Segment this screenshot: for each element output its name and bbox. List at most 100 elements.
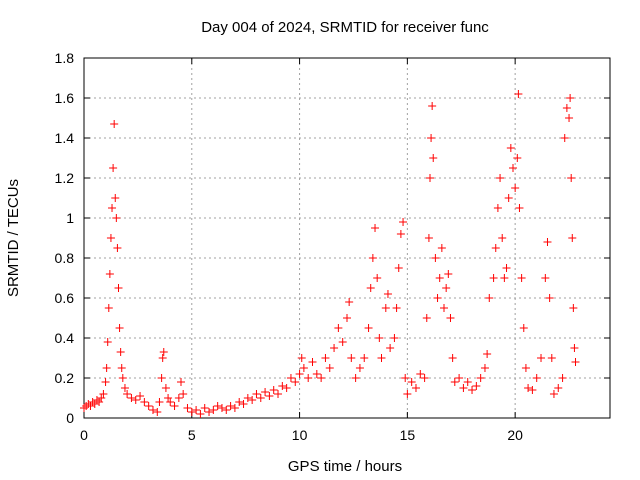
data-point [101,378,110,386]
data-point [321,354,330,362]
data-point [235,398,244,406]
data-point [325,364,334,372]
data-point [104,304,113,312]
chart-title: Day 004 of 2024, SRMTID for receiver fun… [201,19,489,36]
x-tick-label: 20 [507,427,523,443]
data-point [343,314,351,322]
data-point [562,104,571,112]
y-tick-label: 1.2 [55,170,75,186]
data-point [425,174,434,182]
data-point [92,396,101,404]
data-point [386,344,395,352]
data-point [239,400,248,408]
data-point [570,344,579,352]
data-point [117,364,126,372]
data-point [105,270,114,278]
data-point [355,364,364,372]
data-point [511,184,520,192]
data-point [568,234,577,242]
data-point [485,294,494,302]
data-point [373,274,382,282]
data-point [489,274,498,282]
data-point [317,374,326,382]
data-point [366,284,375,292]
data-point [226,402,235,410]
data-point [364,324,373,332]
data-point [118,374,127,382]
data-point [187,408,196,416]
data-point [429,154,438,162]
data-point [161,384,170,392]
data-point [109,164,118,172]
data-point [261,388,270,396]
data-point [200,404,209,412]
data-point [506,144,515,152]
data-point [243,394,252,402]
data-point [196,410,205,418]
data-point [560,134,569,142]
data-point [427,134,436,142]
data-point [113,244,122,252]
data-point [217,404,226,412]
data-point [274,390,283,398]
data-point [269,386,278,394]
data-point [360,354,369,362]
data-point [299,364,308,372]
data-point [164,394,173,402]
data-point [554,384,563,392]
data-point [571,358,580,366]
data-point [222,406,231,414]
data-point [480,364,489,372]
y-tick-label: 0.6 [55,290,75,306]
y-tick-label: 0.2 [55,370,75,386]
data-point [90,400,99,408]
data-point [517,274,526,282]
data-point [396,230,405,238]
data-point [537,354,546,362]
data-point [86,402,95,410]
data-point [394,264,403,272]
data-point [545,294,554,302]
data-point [278,382,287,390]
data-point [108,204,117,212]
data-point [111,194,120,202]
data-point [286,374,295,382]
data-point [383,290,392,298]
data-point [177,378,186,386]
y-tick-label: 1.4 [55,130,75,146]
data-point [157,374,166,382]
data-point [399,218,408,226]
data-point [532,374,541,382]
x-tick-label: 15 [400,427,416,443]
data-point [403,390,412,398]
data-point [549,390,558,398]
data-point [500,274,509,282]
data-point [528,386,537,394]
data-point [392,304,401,312]
x-tick-label: 0 [80,427,88,443]
y-tick-label: 0.8 [55,250,75,266]
data-point [334,324,343,332]
y-tick-label: 0.4 [55,330,75,346]
data-point [524,384,533,392]
data-point [547,354,556,362]
data-point [498,234,507,242]
data-point [308,358,317,366]
data-point [493,204,502,212]
data-point [521,364,530,372]
data-point [103,338,112,346]
data-point [543,238,552,246]
data-point [159,348,168,356]
data-point [420,374,429,382]
data-point [435,274,444,282]
data-point [110,120,119,128]
data-point [256,394,265,402]
data-point [127,394,136,402]
data-point [291,378,300,386]
data-point [330,344,339,352]
data-points [80,90,580,418]
data-point [514,90,523,98]
data-point [431,254,440,262]
data-point [442,284,451,292]
data-point [102,364,111,372]
